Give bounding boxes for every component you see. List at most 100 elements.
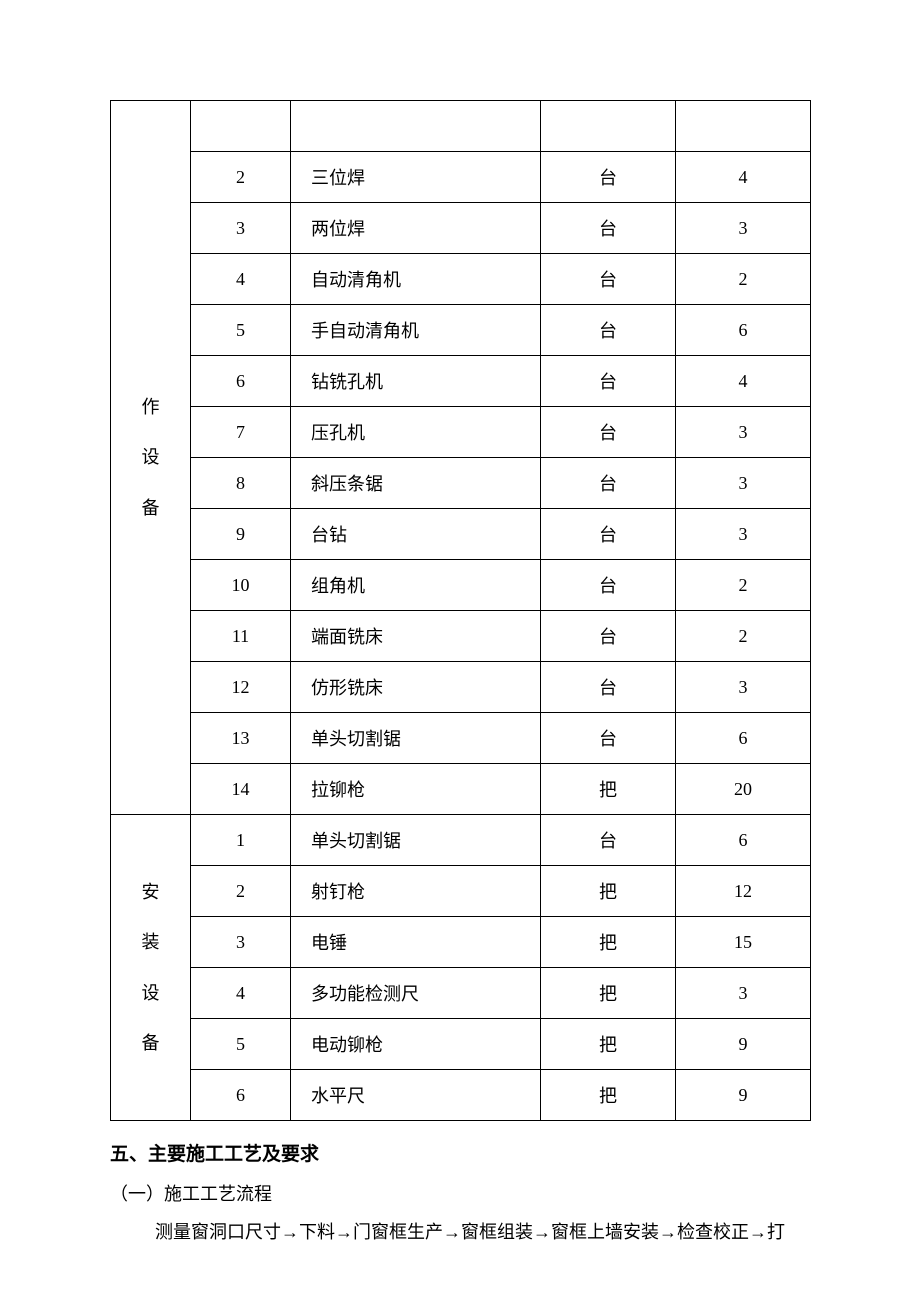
- unit-cell: 台: [541, 407, 676, 458]
- category-cell: 安装设备: [111, 815, 191, 1121]
- equipment-name: 多功能检测尺: [291, 968, 541, 1019]
- table-row: 8斜压条锯台3: [111, 458, 811, 509]
- table-row: 14拉铆枪把20: [111, 764, 811, 815]
- table-row: 2射钉枪把12: [111, 866, 811, 917]
- quantity-cell: 9: [676, 1019, 811, 1070]
- row-number: [191, 101, 291, 152]
- row-number: 10: [191, 560, 291, 611]
- row-number: 14: [191, 764, 291, 815]
- table-row: 4自动清角机台2: [111, 254, 811, 305]
- table-row: 11端面铣床台2: [111, 611, 811, 662]
- category-label: 安装设备: [112, 867, 189, 1069]
- table-row: 2三位焊台4: [111, 152, 811, 203]
- quantity-cell: [676, 101, 811, 152]
- quantity-cell: 3: [676, 509, 811, 560]
- equipment-name: 拉铆枪: [291, 764, 541, 815]
- unit-cell: 把: [541, 968, 676, 1019]
- unit-cell: 台: [541, 254, 676, 305]
- unit-cell: 台: [541, 560, 676, 611]
- table-row: 安装设备1单头切割锯台6: [111, 815, 811, 866]
- row-number: 3: [191, 203, 291, 254]
- row-number: 9: [191, 509, 291, 560]
- section-subheading: （一）施工工艺流程: [110, 1180, 810, 1206]
- table-row: 5电动铆枪把9: [111, 1019, 811, 1070]
- row-number: 1: [191, 815, 291, 866]
- row-number: 5: [191, 1019, 291, 1070]
- equipment-name: 端面铣床: [291, 611, 541, 662]
- row-number: 7: [191, 407, 291, 458]
- unit-cell: 把: [541, 866, 676, 917]
- quantity-cell: 9: [676, 1070, 811, 1121]
- equipment-table: 作设备2三位焊台43两位焊台34自动清角机台25手自动清角机台66钻铣孔机台47…: [110, 100, 811, 1121]
- equipment-name: 压孔机: [291, 407, 541, 458]
- category-label: 作设备: [112, 382, 189, 533]
- quantity-cell: 6: [676, 305, 811, 356]
- equipment-name: 斜压条锯: [291, 458, 541, 509]
- row-number: 8: [191, 458, 291, 509]
- equipment-name: 三位焊: [291, 152, 541, 203]
- unit-cell: 把: [541, 1070, 676, 1121]
- table-row: 6钻铣孔机台4: [111, 356, 811, 407]
- equipment-name: 射钉枪: [291, 866, 541, 917]
- equipment-name: 手自动清角机: [291, 305, 541, 356]
- section-heading: 五、主要施工工艺及要求: [110, 1139, 810, 1166]
- quantity-cell: 15: [676, 917, 811, 968]
- table-row: 7压孔机台3: [111, 407, 811, 458]
- equipment-name: 自动清角机: [291, 254, 541, 305]
- table-row: 12仿形铣床台3: [111, 662, 811, 713]
- quantity-cell: 3: [676, 458, 811, 509]
- unit-cell: 台: [541, 203, 676, 254]
- unit-cell: 台: [541, 509, 676, 560]
- unit-cell: 把: [541, 1019, 676, 1070]
- row-number: 5: [191, 305, 291, 356]
- process-flow-text: 测量窗洞口尺寸→下料→门窗框生产→窗框组装→窗框上墙安装→检查校正→打: [110, 1216, 810, 1248]
- unit-cell: 台: [541, 305, 676, 356]
- row-number: 2: [191, 152, 291, 203]
- equipment-name: 电锤: [291, 917, 541, 968]
- row-number: 6: [191, 356, 291, 407]
- quantity-cell: 2: [676, 560, 811, 611]
- table-row: 4多功能检测尺把3: [111, 968, 811, 1019]
- unit-cell: [541, 101, 676, 152]
- row-number: 4: [191, 968, 291, 1019]
- quantity-cell: 12: [676, 866, 811, 917]
- equipment-name: 单头切割锯: [291, 713, 541, 764]
- equipment-name: 仿形铣床: [291, 662, 541, 713]
- equipment-name: 组角机: [291, 560, 541, 611]
- quantity-cell: 6: [676, 815, 811, 866]
- quantity-cell: 6: [676, 713, 811, 764]
- quantity-cell: 2: [676, 611, 811, 662]
- row-number: 2: [191, 866, 291, 917]
- equipment-name: 台钻: [291, 509, 541, 560]
- category-cell: 作设备: [111, 101, 191, 815]
- row-number: 11: [191, 611, 291, 662]
- table-row: 3电锤把15: [111, 917, 811, 968]
- quantity-cell: 2: [676, 254, 811, 305]
- table-row: 6水平尺把9: [111, 1070, 811, 1121]
- row-number: 3: [191, 917, 291, 968]
- equipment-name: 水平尺: [291, 1070, 541, 1121]
- quantity-cell: 3: [676, 407, 811, 458]
- unit-cell: 把: [541, 917, 676, 968]
- equipment-name: [291, 101, 541, 152]
- unit-cell: 台: [541, 713, 676, 764]
- quantity-cell: 3: [676, 203, 811, 254]
- table-row: 5手自动清角机台6: [111, 305, 811, 356]
- row-number: 4: [191, 254, 291, 305]
- table-row: 作设备: [111, 101, 811, 152]
- table-row: 10组角机台2: [111, 560, 811, 611]
- quantity-cell: 3: [676, 968, 811, 1019]
- equipment-name: 钻铣孔机: [291, 356, 541, 407]
- equipment-name: 电动铆枪: [291, 1019, 541, 1070]
- unit-cell: 台: [541, 815, 676, 866]
- table-row: 9台钻台3: [111, 509, 811, 560]
- equipment-name: 两位焊: [291, 203, 541, 254]
- quantity-cell: 4: [676, 152, 811, 203]
- row-number: 13: [191, 713, 291, 764]
- table-row: 13单头切割锯台6: [111, 713, 811, 764]
- row-number: 6: [191, 1070, 291, 1121]
- quantity-cell: 3: [676, 662, 811, 713]
- quantity-cell: 4: [676, 356, 811, 407]
- table-row: 3两位焊台3: [111, 203, 811, 254]
- equipment-name: 单头切割锯: [291, 815, 541, 866]
